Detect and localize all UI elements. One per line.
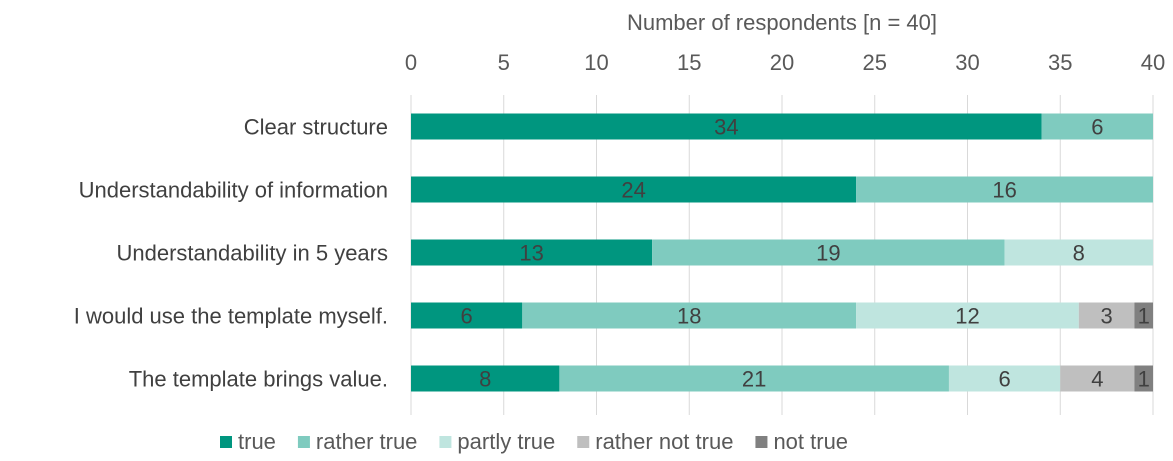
x-tick-label: 5 bbox=[498, 50, 510, 75]
data-label: 24 bbox=[621, 178, 645, 203]
bar-segment bbox=[411, 365, 560, 392]
category-label: The template brings value. bbox=[129, 367, 388, 392]
data-label: 18 bbox=[677, 304, 701, 329]
bar-segment bbox=[856, 176, 1153, 203]
category-label: Understandability in 5 years bbox=[117, 241, 388, 266]
x-tick-label: 20 bbox=[770, 50, 794, 75]
legend-swatch bbox=[755, 436, 768, 448]
data-label: 6 bbox=[461, 304, 473, 329]
bar-segment bbox=[1134, 302, 1153, 329]
bar-segment bbox=[559, 365, 949, 392]
bar-segment bbox=[522, 302, 857, 329]
x-tick-label: 25 bbox=[863, 50, 887, 75]
bar-segment bbox=[411, 176, 857, 203]
bar-segment bbox=[411, 113, 1042, 140]
legend-label: rather true bbox=[316, 429, 418, 454]
bar-segment bbox=[1041, 113, 1153, 140]
legend-label: true bbox=[238, 429, 276, 454]
x-tick-labels: 0 5 10 15 20 25 30 35 40 bbox=[405, 50, 1165, 75]
bar-segment bbox=[1134, 365, 1153, 392]
data-label: 8 bbox=[479, 367, 491, 392]
x-tick-label: 40 bbox=[1141, 50, 1165, 75]
category-label: I would use the template myself. bbox=[74, 304, 388, 329]
category-labels: Clear structure Understandability of info… bbox=[74, 115, 388, 392]
legend-swatch bbox=[297, 436, 310, 448]
bar-segment bbox=[411, 239, 653, 266]
data-label: 8 bbox=[1073, 241, 1085, 266]
data-label: 13 bbox=[519, 241, 543, 266]
legend: true rather true partly true rather not tru… bbox=[220, 429, 848, 454]
category-label: Understandability of information bbox=[79, 178, 388, 203]
bar-segment bbox=[856, 302, 1079, 329]
data-label: 1 bbox=[1138, 367, 1150, 392]
bar-segment bbox=[411, 302, 523, 329]
legend-label: rather not true bbox=[595, 429, 733, 454]
bar-segment bbox=[652, 239, 1005, 266]
bar-segment bbox=[1078, 302, 1135, 329]
bar-segment bbox=[948, 365, 1061, 392]
data-label: 3 bbox=[1101, 304, 1113, 329]
x-tick-label: 0 bbox=[405, 50, 417, 75]
x-tick-label: 35 bbox=[1048, 50, 1072, 75]
data-label: 1 bbox=[1138, 304, 1150, 329]
legend-swatch bbox=[577, 436, 590, 448]
bar-segment bbox=[1004, 239, 1153, 266]
x-tick-label: 30 bbox=[955, 50, 979, 75]
x-tick-label: 10 bbox=[584, 50, 608, 75]
legend-swatch bbox=[220, 436, 232, 448]
legend-swatch bbox=[439, 436, 452, 448]
x-tick-label: 15 bbox=[677, 50, 701, 75]
data-label: 6 bbox=[1091, 115, 1103, 140]
data-label: 21 bbox=[742, 367, 766, 392]
bars bbox=[411, 113, 1153, 392]
legend-label: not true bbox=[773, 429, 848, 454]
data-label: 4 bbox=[1091, 367, 1103, 392]
category-label: Clear structure bbox=[244, 115, 388, 140]
data-label: 16 bbox=[992, 178, 1016, 203]
bar-segment bbox=[1060, 365, 1135, 392]
data-label: 19 bbox=[816, 241, 840, 266]
data-label: 6 bbox=[998, 367, 1010, 392]
data-label: 34 bbox=[714, 115, 738, 140]
x-axis-title: Number of respondents [n = 40] bbox=[627, 10, 937, 35]
legend-label: partly true bbox=[457, 429, 555, 454]
data-label: 12 bbox=[955, 304, 979, 329]
